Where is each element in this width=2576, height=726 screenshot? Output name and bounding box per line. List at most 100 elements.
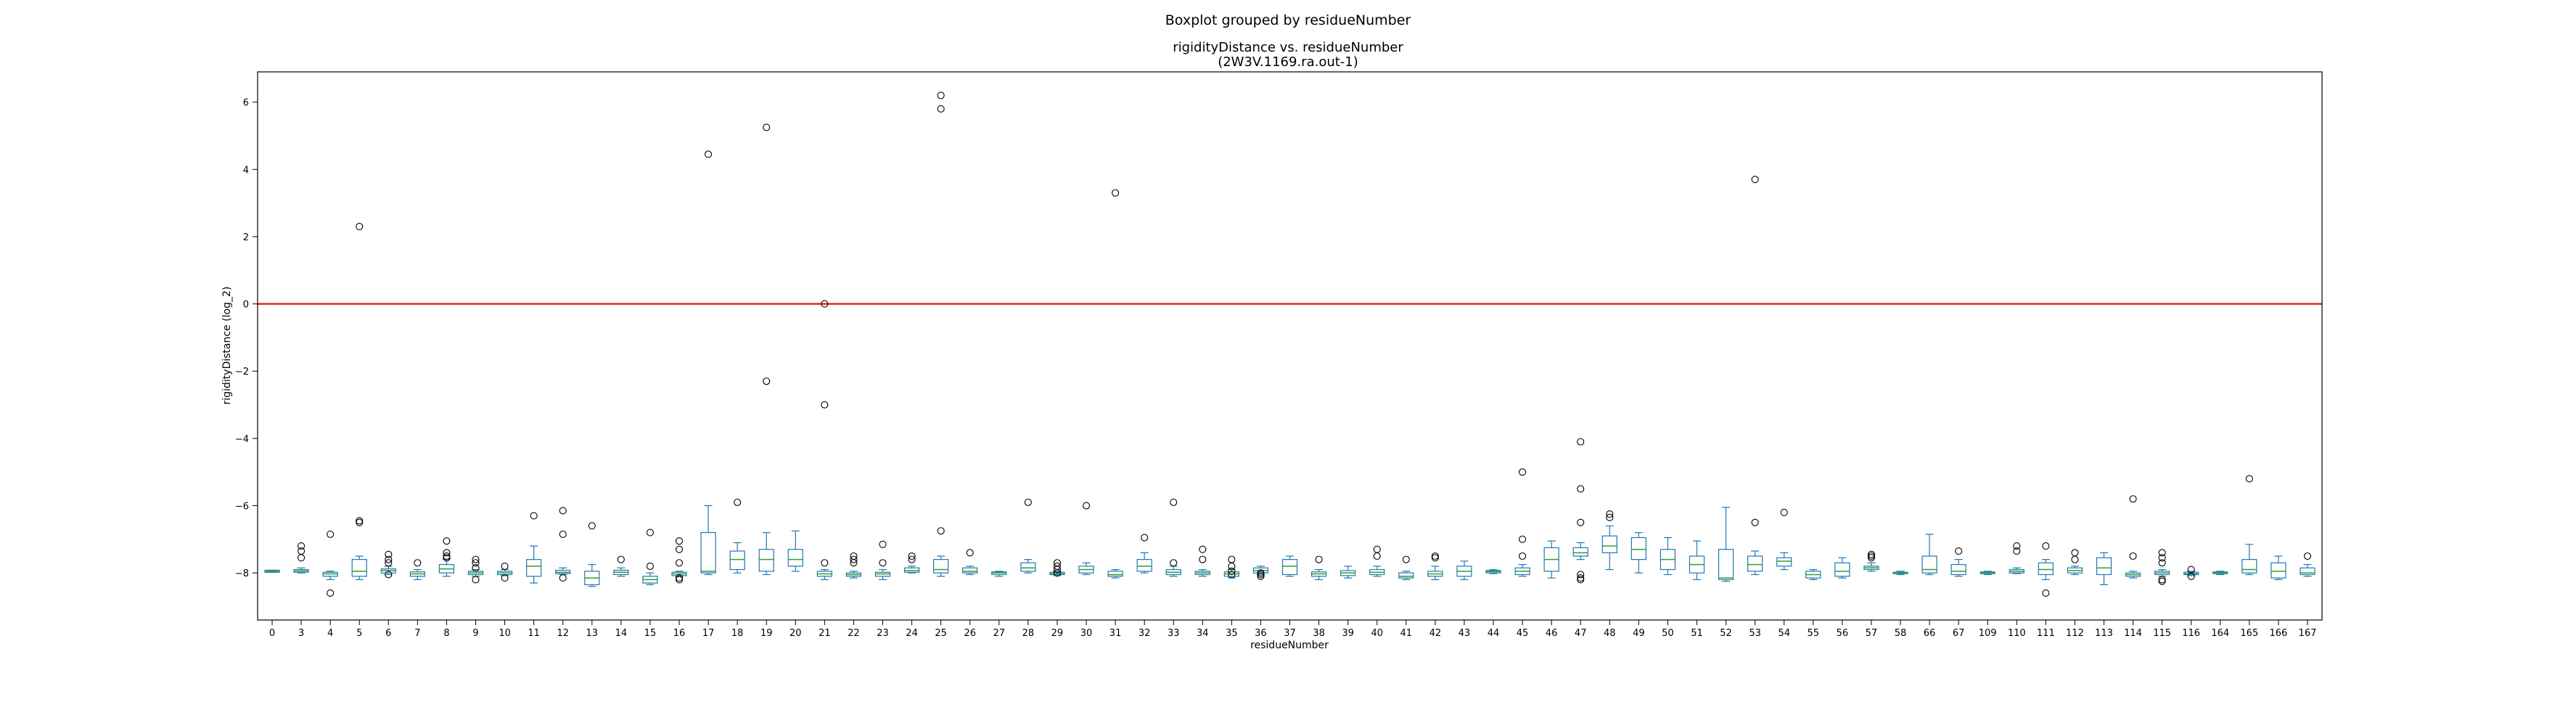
box bbox=[1718, 549, 1734, 581]
box bbox=[2241, 559, 2257, 574]
x-tick-label: 25 bbox=[935, 628, 947, 639]
x-tick-label: 42 bbox=[1429, 628, 1442, 639]
y-tick-label: 6 bbox=[243, 98, 249, 109]
x-tick-label: 22 bbox=[848, 628, 860, 639]
x-tick-label: 115 bbox=[2153, 628, 2171, 639]
box bbox=[1747, 555, 1763, 572]
box bbox=[700, 531, 716, 574]
box bbox=[1107, 571, 1123, 577]
x-tick-label: 10 bbox=[499, 628, 511, 639]
y-tick-label: −2 bbox=[235, 367, 249, 378]
x-tick-label: 109 bbox=[1979, 628, 1997, 639]
box bbox=[933, 559, 949, 574]
box bbox=[1136, 559, 1152, 572]
x-tick-label: 67 bbox=[1953, 628, 1965, 639]
outlier-point bbox=[879, 540, 887, 548]
outlier-point bbox=[1373, 552, 1381, 560]
outlier-point bbox=[1053, 566, 1061, 574]
outlier-point bbox=[2245, 475, 2253, 483]
outlier-point bbox=[1751, 176, 1759, 184]
outlier-point bbox=[617, 555, 625, 563]
outlier-point bbox=[1577, 571, 1585, 579]
box bbox=[758, 549, 774, 572]
outlier-point bbox=[908, 555, 916, 563]
outlier-point bbox=[356, 517, 364, 525]
outlier-point bbox=[2129, 495, 2137, 503]
x-tick-label: 14 bbox=[615, 628, 628, 639]
chart-title: rigidityDistance vs. residueNumber bbox=[1173, 40, 1403, 55]
outlier-point bbox=[675, 576, 684, 584]
outlier-point bbox=[298, 542, 305, 550]
x-axis-label: residueNumber bbox=[1250, 640, 1329, 651]
x-tick-label: 29 bbox=[1051, 628, 1064, 639]
outlier-point bbox=[850, 559, 858, 567]
x-tick-label: 24 bbox=[906, 628, 918, 639]
box bbox=[1281, 559, 1298, 576]
outlier-point bbox=[1257, 569, 1265, 577]
outlier-point bbox=[2071, 555, 2079, 563]
outlier-point bbox=[646, 529, 655, 537]
x-tick-label: 48 bbox=[1604, 628, 1616, 639]
x-tick-label: 32 bbox=[1139, 628, 1151, 639]
outlier-point bbox=[327, 589, 335, 597]
outlier-point bbox=[1519, 468, 1527, 476]
x-tick-label: 19 bbox=[760, 628, 773, 639]
outlier-point bbox=[472, 555, 480, 563]
outlier-point bbox=[1577, 576, 1585, 584]
outlier-point bbox=[1024, 498, 1032, 506]
chart-suptitle: Boxplot grouped by residueNumber bbox=[1165, 12, 1411, 28]
outlier-point bbox=[908, 552, 916, 560]
x-tick-label: 43 bbox=[1459, 628, 1471, 639]
outlier-point bbox=[1751, 518, 1759, 526]
x-tick-label: 167 bbox=[2299, 628, 2317, 639]
x-tick-label: 58 bbox=[1895, 628, 1907, 639]
outlier-point bbox=[385, 559, 393, 567]
x-tick-label: 0 bbox=[269, 628, 275, 639]
outlier-point bbox=[1228, 567, 1236, 575]
outlier-point bbox=[530, 512, 538, 520]
x-tick-label: 164 bbox=[2211, 628, 2229, 639]
x-tick-label: 56 bbox=[1837, 628, 1849, 639]
x-tick-label: 47 bbox=[1575, 628, 1587, 639]
outlier-point bbox=[472, 576, 480, 584]
outlier-point bbox=[1606, 513, 1614, 521]
outlier-point bbox=[443, 554, 451, 562]
x-tick-label: 51 bbox=[1691, 628, 1703, 639]
x-tick-label: 37 bbox=[1284, 628, 1296, 639]
box bbox=[1398, 572, 1414, 579]
box bbox=[1572, 547, 1588, 557]
x-tick-label: 50 bbox=[1662, 628, 1674, 639]
x-tick-label: 46 bbox=[1546, 628, 1558, 639]
outlier-point bbox=[763, 378, 771, 386]
outlier-point bbox=[1519, 535, 1527, 543]
box bbox=[1951, 563, 1966, 576]
box bbox=[2038, 562, 2054, 576]
box bbox=[2271, 562, 2286, 579]
outlier-point bbox=[675, 545, 684, 553]
box bbox=[1020, 562, 1036, 572]
outlier-point bbox=[298, 547, 305, 555]
outlier-point bbox=[1519, 552, 1527, 560]
outlier-point bbox=[675, 559, 684, 567]
outlier-point bbox=[1141, 534, 1149, 542]
outlier-point bbox=[1577, 574, 1585, 582]
x-tick-label: 30 bbox=[1080, 628, 1093, 639]
x-tick-label: 27 bbox=[993, 628, 1006, 639]
outlier-point bbox=[2158, 577, 2166, 585]
outlier-point bbox=[937, 91, 945, 99]
box bbox=[1601, 535, 1617, 553]
x-tick-label: 113 bbox=[2095, 628, 2113, 639]
outlier-point bbox=[937, 527, 945, 535]
outlier-point bbox=[472, 559, 480, 567]
outlier-point bbox=[1199, 555, 1207, 563]
box bbox=[526, 559, 542, 577]
outlier-point bbox=[356, 223, 364, 231]
outlier-point bbox=[675, 574, 684, 582]
outlier-point bbox=[501, 562, 509, 570]
outlier-point bbox=[472, 564, 480, 572]
outlier-point bbox=[298, 554, 305, 562]
outlier-point bbox=[2158, 554, 2166, 562]
box bbox=[729, 550, 745, 571]
